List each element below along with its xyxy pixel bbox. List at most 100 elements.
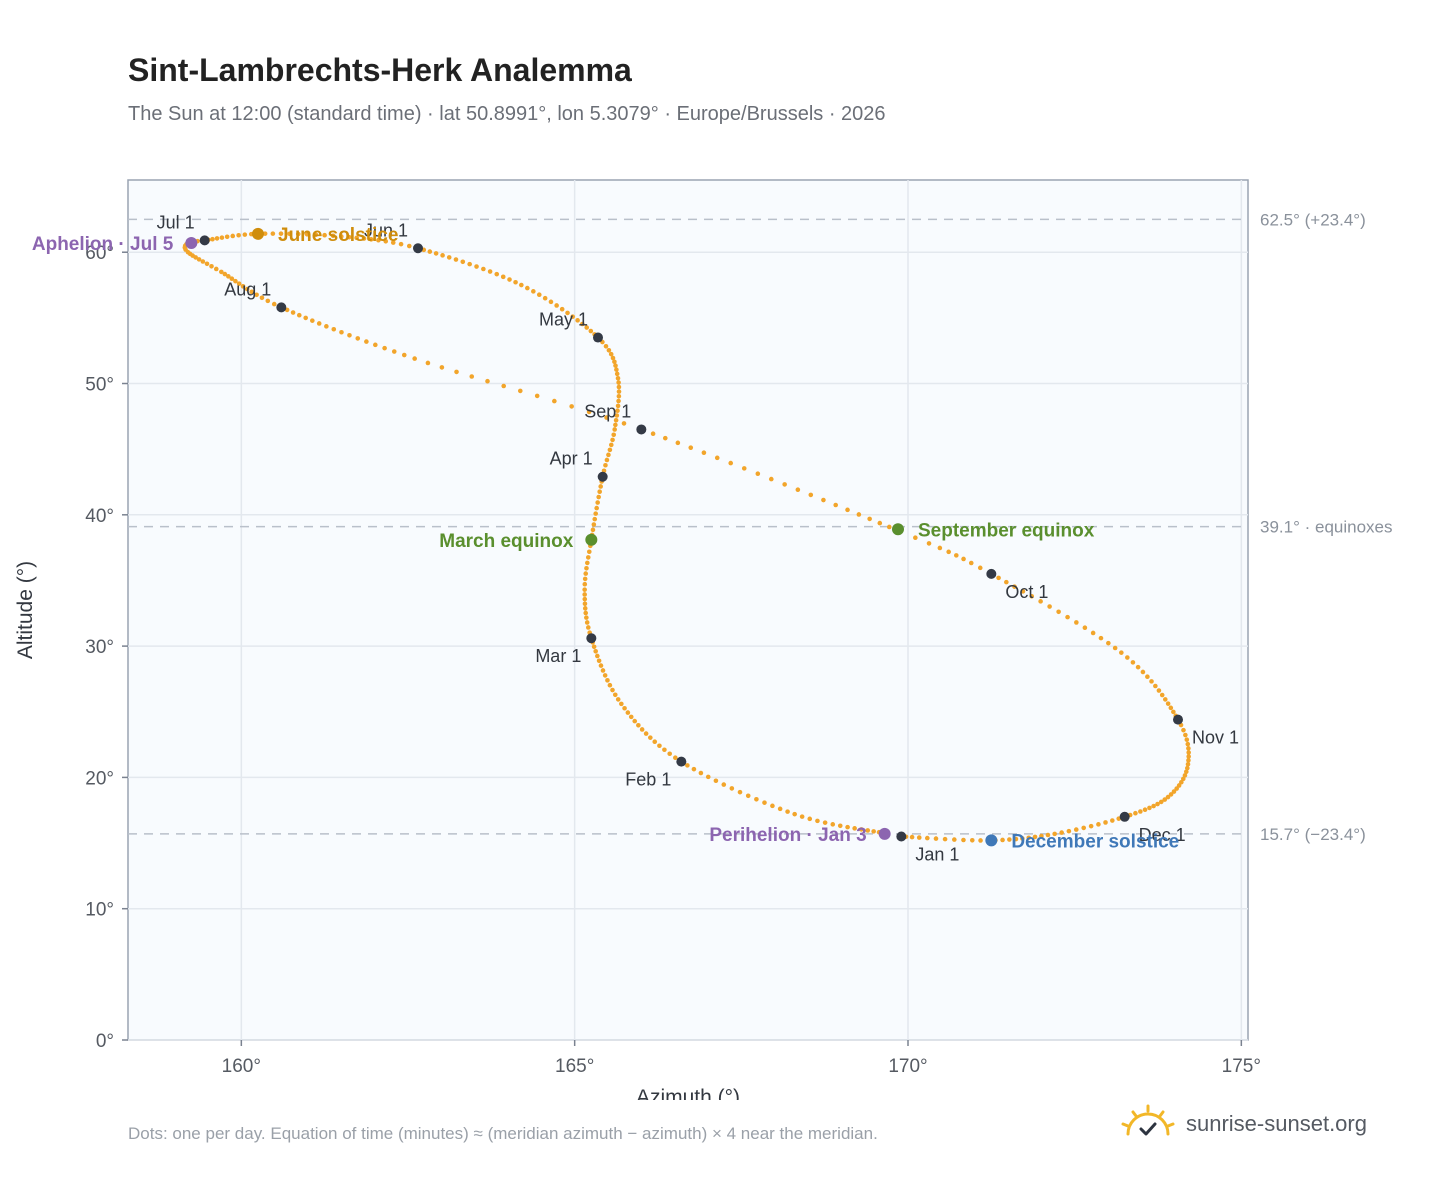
y-tick-label: 30° bbox=[85, 637, 114, 658]
daily-dot bbox=[500, 274, 506, 280]
daily-dot bbox=[859, 827, 864, 832]
daily-dot bbox=[607, 682, 613, 688]
daily-dot bbox=[833, 502, 838, 508]
daily-dot bbox=[615, 408, 620, 413]
daily-dot bbox=[614, 367, 619, 372]
daily-dot bbox=[593, 649, 598, 654]
daily-dot bbox=[517, 388, 523, 394]
daily-dot bbox=[1096, 822, 1101, 827]
daily-dot bbox=[585, 560, 590, 566]
daily-dot bbox=[616, 389, 622, 394]
daily-dot bbox=[467, 261, 472, 267]
daily-dot bbox=[1066, 828, 1072, 834]
daily-dot bbox=[598, 663, 604, 668]
daily-dot bbox=[1186, 750, 1191, 755]
month-label: Aug 1 bbox=[224, 279, 271, 299]
daily-dot bbox=[871, 829, 876, 834]
daily-dot bbox=[460, 259, 466, 265]
daily-dot bbox=[662, 435, 668, 441]
daily-dot bbox=[942, 836, 948, 842]
month-marker bbox=[597, 471, 608, 482]
daily-dot bbox=[1147, 805, 1152, 811]
daily-dot bbox=[1112, 645, 1118, 651]
daily-dot bbox=[807, 816, 813, 822]
daily-dot bbox=[236, 281, 242, 286]
daily-dot bbox=[705, 774, 711, 780]
daily-dot bbox=[856, 512, 862, 517]
daily-dot bbox=[602, 673, 608, 678]
event-marker bbox=[252, 227, 264, 240]
daily-dot bbox=[559, 306, 565, 312]
brand[interactable]: sunrise-sunset.org bbox=[1120, 1102, 1367, 1146]
month-label: Feb 1 bbox=[625, 770, 671, 790]
daily-dot bbox=[1052, 831, 1057, 837]
reference-lines: 62.5° (+23.4°) 39.1° · equinoxes 15.7° (−2… bbox=[128, 210, 1393, 844]
daily-dot bbox=[1038, 599, 1043, 604]
daily-dot bbox=[240, 284, 246, 289]
daily-dot bbox=[762, 800, 767, 805]
daily-dot bbox=[262, 231, 268, 236]
daily-dot bbox=[1174, 786, 1179, 791]
daily-dot bbox=[667, 751, 673, 757]
daily-dot bbox=[584, 615, 589, 620]
daily-dot bbox=[1183, 732, 1188, 738]
sun-logo-icon bbox=[1121, 1104, 1175, 1136]
daily-dot bbox=[542, 295, 548, 301]
daily-dot bbox=[322, 232, 327, 238]
daily-dot bbox=[691, 766, 697, 772]
x-tick-label: 165° bbox=[555, 1056, 594, 1077]
daily-dot bbox=[1162, 697, 1168, 702]
daily-dot bbox=[425, 360, 431, 366]
daily-dot bbox=[1176, 783, 1182, 788]
daily-dot bbox=[604, 415, 609, 420]
daily-dot bbox=[354, 235, 359, 241]
daily-dot bbox=[1082, 625, 1088, 631]
daily-dot bbox=[1110, 818, 1115, 823]
event-marker bbox=[985, 834, 998, 847]
daily-dot bbox=[474, 264, 479, 269]
daily-dot bbox=[937, 545, 943, 551]
daily-dot bbox=[1045, 832, 1051, 838]
daily-dot bbox=[996, 575, 1001, 581]
daily-dot bbox=[585, 555, 591, 560]
daily-dot bbox=[909, 834, 915, 840]
daily-dot bbox=[1181, 727, 1186, 733]
daily-dot bbox=[1156, 688, 1162, 693]
daily-dot bbox=[585, 625, 591, 630]
daily-dot bbox=[584, 325, 590, 330]
grid-lines bbox=[128, 180, 1248, 1041]
daily-dot bbox=[1073, 827, 1079, 832]
daily-dot bbox=[373, 342, 378, 348]
daily-dot bbox=[1020, 836, 1025, 841]
daily-dot bbox=[554, 303, 559, 308]
daily-dot bbox=[230, 233, 236, 239]
daily-dot bbox=[1081, 825, 1087, 831]
daily-dot bbox=[1145, 674, 1150, 679]
daily-dot bbox=[254, 292, 259, 298]
daily-dot bbox=[584, 620, 590, 625]
daily-dot bbox=[536, 292, 542, 298]
x-tick-label: 160° bbox=[222, 1056, 261, 1077]
daily-dot bbox=[1179, 779, 1184, 785]
daily-dot bbox=[729, 786, 735, 791]
daily-dot bbox=[1090, 630, 1096, 636]
daily-dot bbox=[1106, 640, 1111, 646]
daily-dot bbox=[582, 596, 588, 602]
daily-dot bbox=[233, 278, 238, 284]
daily-dot bbox=[1125, 655, 1130, 660]
daily-dot bbox=[701, 450, 707, 455]
daily-dot bbox=[926, 541, 932, 546]
daily-dot bbox=[531, 289, 536, 294]
event-label: June solstice bbox=[278, 225, 398, 246]
daily-dot bbox=[1012, 584, 1017, 589]
daily-dot bbox=[808, 492, 814, 498]
daily-dot bbox=[1013, 836, 1019, 842]
daily-dot bbox=[616, 398, 621, 404]
daily-dot bbox=[204, 261, 210, 267]
daily-dot bbox=[785, 809, 790, 814]
daily-dot bbox=[226, 274, 231, 279]
daily-dot bbox=[615, 697, 621, 702]
daily-dot bbox=[603, 462, 608, 468]
daily-dot bbox=[685, 763, 690, 768]
daily-dot bbox=[613, 363, 618, 368]
